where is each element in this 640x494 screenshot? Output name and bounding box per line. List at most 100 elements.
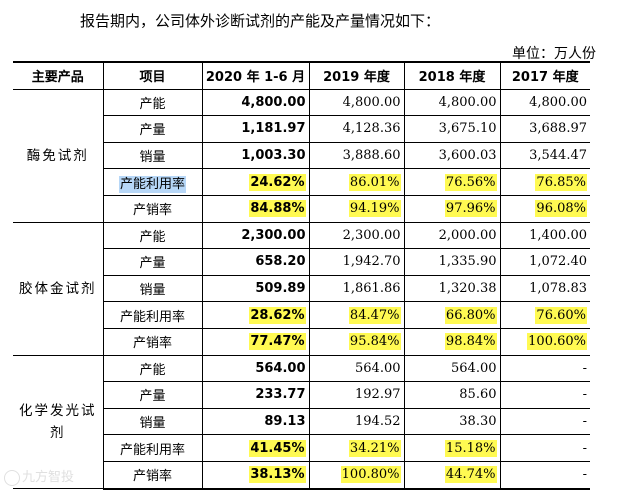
value-cell: 4,800.00	[499, 89, 590, 117]
value-text: -	[582, 467, 587, 483]
value-cell: 1,072.40	[499, 248, 590, 276]
value-text: 1,181.97	[241, 121, 306, 137]
value-text: 1,320.38	[438, 281, 497, 297]
item-cell: 产销率	[103, 328, 203, 356]
value-text: 564.00	[255, 360, 306, 376]
value-cell: 509.89	[201, 275, 309, 303]
table-row: 胶体金试剂 产能 2,300.00 2,300.00 2,000.00 1,400.00	[13, 222, 590, 356]
value-cell: -	[499, 408, 590, 436]
item-label: 产能	[139, 362, 166, 378]
value-text: -	[582, 387, 587, 403]
unit-label: 单位：万人份	[512, 46, 596, 62]
value-text: 28.62%	[249, 306, 306, 324]
value-text: 1,335.90	[438, 254, 497, 270]
value-cell: 1,335.90	[403, 248, 500, 276]
item-cell: 销量	[103, 275, 203, 303]
value-text: 1,861.86	[342, 281, 401, 297]
table-row: 产量 658.20 1,942.70 1,335.90 1,072.40	[13, 248, 590, 276]
watermark-text: 九方智投	[22, 470, 75, 485]
table-row: 产能利用率 28.62% 84.47% 66.80% 76.60%	[13, 301, 590, 329]
value-text: 85.60	[459, 387, 497, 403]
item-cell: 产能利用率	[103, 301, 203, 329]
value-text: 3,544.47	[529, 148, 587, 164]
item-label: 产能	[139, 96, 166, 112]
value-cell: 1,942.70	[308, 248, 404, 276]
value-text: 38.13%	[249, 466, 306, 484]
value-cell: 41.45%	[201, 434, 309, 462]
value-cell: 84.47%	[308, 301, 404, 329]
value-text: 4,800.00	[438, 94, 497, 110]
table-header-row: 主要产品 项目 2020 年 1-6 月 2019 年度 2018 年度 201…	[13, 60, 590, 90]
product-name-cell: 化学发光试剂	[13, 355, 104, 490]
table-row: 产量 1,181.97 4,128.36 3,675.10 3,688.97	[13, 115, 590, 143]
value-text: 564.00	[451, 360, 497, 376]
value-text: 1,072.40	[529, 254, 587, 270]
value-cell: 96.08%	[499, 195, 590, 223]
item-label: 产能利用率	[118, 175, 186, 193]
value-cell: 233.77	[201, 381, 309, 409]
value-cell: 1,003.30	[201, 142, 309, 170]
value-text: 658.20	[255, 254, 306, 270]
value-cell: 1,320.38	[403, 275, 500, 303]
value-cell: 3,600.03	[403, 142, 500, 170]
value-text: 2,300.00	[342, 227, 401, 243]
value-cell: 77.47%	[201, 328, 309, 356]
item-cell: 产量	[103, 248, 203, 276]
value-cell: 86.01%	[308, 168, 404, 196]
value-text: 98.84%	[444, 333, 497, 351]
value-text: 233.77	[255, 387, 306, 403]
value-cell: -	[499, 461, 590, 490]
value-cell: 3,675.10	[403, 115, 500, 143]
header-item: 项目	[102, 60, 203, 90]
value-cell: 34.21%	[308, 434, 404, 462]
value-text: 89.13	[264, 414, 306, 430]
value-text: 96.08%	[535, 200, 587, 218]
item-label: 产量	[139, 123, 166, 139]
item-label: 销量	[139, 416, 166, 432]
value-text: 509.89	[255, 281, 306, 297]
header-2019: 2019 年度	[308, 60, 404, 90]
item-label: 产能利用率	[119, 442, 185, 458]
value-text: 3,688.97	[529, 121, 587, 137]
value-cell: 28.62%	[201, 301, 309, 329]
item-cell: 产销率	[103, 461, 203, 490]
value-text: 3,675.10	[438, 121, 497, 137]
value-cell: 76.85%	[499, 168, 590, 196]
value-text: 95.84%	[348, 333, 401, 351]
value-cell: 1,078.83	[499, 275, 590, 303]
item-cell: 产能	[103, 355, 203, 383]
value-text: 3,600.03	[438, 148, 497, 164]
value-text: 76.56%	[444, 173, 497, 191]
value-text: 2,000.00	[438, 227, 497, 243]
item-label: 产能利用率	[119, 309, 185, 325]
value-text: 564.00	[355, 360, 401, 376]
item-cell: 产量	[103, 381, 203, 409]
value-text: 84.47%	[348, 306, 401, 324]
value-cell: 192.97	[308, 381, 404, 409]
value-text: 2,300.00	[241, 227, 306, 243]
value-text: 4,800.00	[241, 94, 306, 110]
value-cell: 4,800.00	[308, 89, 404, 117]
value-cell: 44.74%	[403, 461, 500, 490]
item-cell: 销量	[103, 408, 203, 436]
watermark-logo-icon	[4, 469, 20, 486]
value-cell: 4,800.00	[201, 89, 309, 117]
value-cell: -	[499, 434, 590, 462]
table-row: 产销率 38.13% 100.80% 44.74% -	[13, 461, 590, 490]
table-row: 产能利用率 41.45% 34.21% 15.18% -	[13, 434, 590, 462]
value-text: 100.60%	[527, 333, 587, 351]
value-cell: 100.60%	[499, 328, 590, 356]
table-row: 产能利用率 24.62% 86.01% 76.56% 76.85%	[13, 168, 590, 196]
item-cell: 产量	[103, 115, 203, 143]
item-label: 产销率	[132, 469, 172, 485]
value-text: 1,003.30	[241, 148, 306, 164]
table-row: 销量 509.89 1,861.86 1,320.38 1,078.83	[13, 275, 590, 303]
value-cell: 1,861.86	[308, 275, 404, 303]
item-label: 销量	[139, 150, 166, 166]
value-text: 94.19%	[348, 200, 401, 218]
product-name-cell: 胶体金试剂	[13, 222, 104, 356]
value-cell: 658.20	[201, 248, 309, 276]
value-text: 38.30	[459, 414, 497, 430]
value-cell: 3,888.60	[308, 142, 404, 170]
value-cell: 1,400.00	[499, 222, 590, 250]
